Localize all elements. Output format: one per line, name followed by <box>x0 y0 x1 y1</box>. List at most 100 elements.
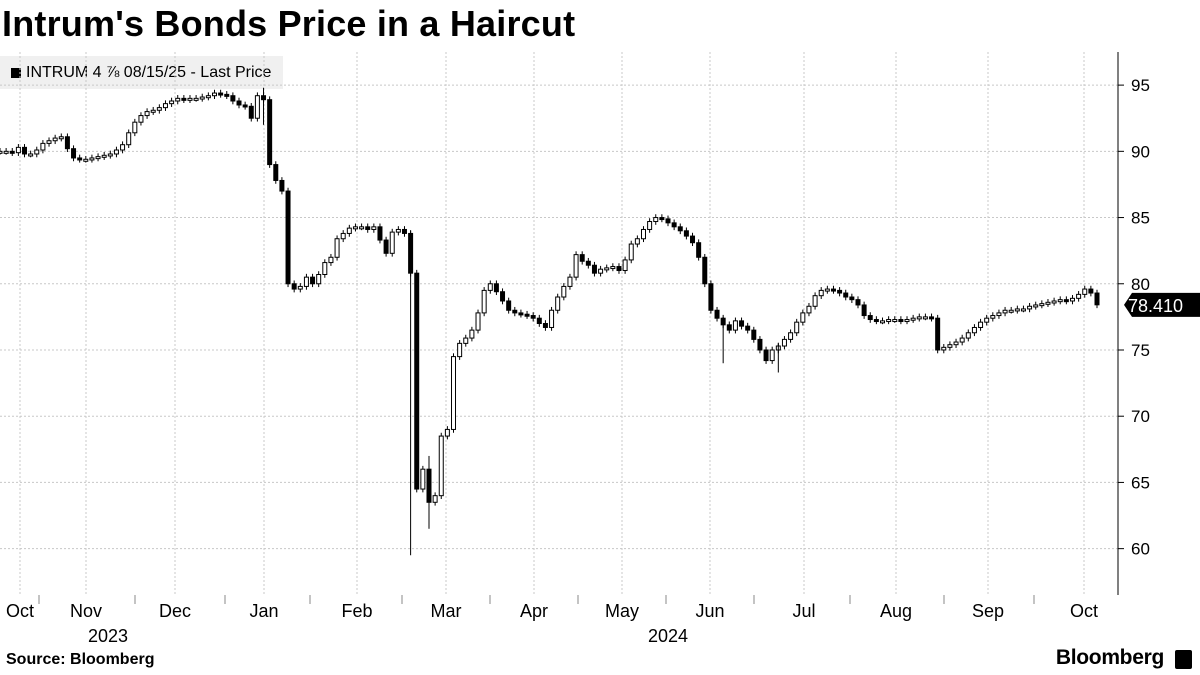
candle-body <box>990 315 996 319</box>
candle-body <box>726 324 732 331</box>
candle-body <box>322 262 328 275</box>
x-tick-label: Jun <box>695 601 724 621</box>
candle-body <box>242 104 248 108</box>
x-tick-label: Mar <box>431 601 462 621</box>
candle-body <box>647 221 653 230</box>
candle-body <box>1069 297 1075 302</box>
candle-body <box>947 344 953 348</box>
candle-body <box>285 190 291 285</box>
candle-body <box>9 150 15 154</box>
candle-body <box>1027 305 1033 310</box>
candle-body <box>1088 288 1094 294</box>
candle-body <box>745 325 751 331</box>
candle-body <box>1020 308 1026 312</box>
candle-body <box>751 329 757 340</box>
candle-body <box>1051 300 1057 304</box>
candle-body <box>1002 309 1008 314</box>
candle-body <box>463 337 469 344</box>
candle-body <box>849 296 855 301</box>
candle-body <box>487 283 493 291</box>
legend-swatch <box>11 67 21 78</box>
candle-body <box>34 149 40 155</box>
candle-body <box>469 329 475 339</box>
candle-body <box>334 238 340 258</box>
candle-body <box>953 341 959 346</box>
candle-body <box>579 254 585 262</box>
candle-body <box>328 256 334 264</box>
x-tick-label: Apr <box>520 601 548 621</box>
candle-body <box>52 137 58 142</box>
candle-body <box>696 242 702 258</box>
y-tick-label: 85 <box>1131 209 1150 228</box>
candle-body <box>824 288 830 292</box>
candle-body <box>610 266 616 270</box>
candle-body <box>880 320 886 324</box>
candle-body <box>1082 288 1088 295</box>
candle-body <box>310 276 316 285</box>
candle-body <box>162 103 168 109</box>
candle-body <box>677 226 683 232</box>
x-tick-label: Sep <box>972 601 1004 621</box>
candle-body <box>46 140 52 144</box>
candle-body <box>634 238 640 245</box>
candle-body <box>830 288 836 292</box>
candle-body <box>996 312 1002 317</box>
candle-body <box>567 276 573 287</box>
candle-body <box>518 312 524 316</box>
candle-body <box>702 256 708 285</box>
candle-body <box>806 305 812 314</box>
candle-body <box>616 266 622 272</box>
candle-body <box>279 179 285 192</box>
candle-body <box>138 115 144 123</box>
candle-body <box>898 319 904 323</box>
candle-body <box>371 226 377 230</box>
candle-body <box>1008 309 1014 313</box>
candle-body <box>555 296 561 311</box>
candle-body <box>1014 308 1020 312</box>
candle-body <box>101 154 107 158</box>
candle-body <box>28 153 34 157</box>
last-value-tag <box>1124 292 1200 317</box>
x-tick-label: Nov <box>70 601 102 621</box>
candle-body <box>769 349 775 362</box>
candle-body <box>414 272 420 490</box>
candle-body <box>506 300 512 311</box>
candle-body <box>971 326 977 334</box>
candle-body <box>800 312 806 323</box>
candle-body <box>303 276 309 287</box>
candle-body <box>929 316 935 320</box>
y-tick-label: 80 <box>1131 275 1150 294</box>
candle-body <box>40 142 46 151</box>
candle-body <box>211 92 217 97</box>
candle-body <box>193 97 199 101</box>
candle-body <box>144 111 150 117</box>
candle-body <box>671 222 677 228</box>
candle-body <box>1063 299 1069 303</box>
candle-body <box>481 289 487 314</box>
candle-body <box>739 320 745 327</box>
candle-body <box>0 150 3 154</box>
candle-body <box>757 338 763 351</box>
x-tick-label: May <box>605 601 639 621</box>
candle-body <box>690 235 696 244</box>
candle-body <box>475 312 481 331</box>
candle-body <box>916 316 922 320</box>
candle-body <box>922 316 928 320</box>
candle-body <box>867 315 873 321</box>
source-note: Source: Bloomberg <box>6 651 155 668</box>
y-tick-label: 60 <box>1131 540 1150 559</box>
candle-body <box>500 291 506 302</box>
candle-body <box>15 146 21 154</box>
candle-body <box>665 218 671 224</box>
candle-body <box>291 283 297 290</box>
candle-body <box>132 121 138 134</box>
candle-body <box>763 349 769 362</box>
y-tick-label: 95 <box>1131 76 1150 95</box>
candle-body <box>794 321 800 334</box>
x-tick-label: Feb <box>341 601 372 621</box>
candle-body <box>420 468 426 490</box>
candle-body <box>512 309 518 314</box>
candle-body <box>659 217 665 221</box>
candle-body <box>959 337 965 343</box>
